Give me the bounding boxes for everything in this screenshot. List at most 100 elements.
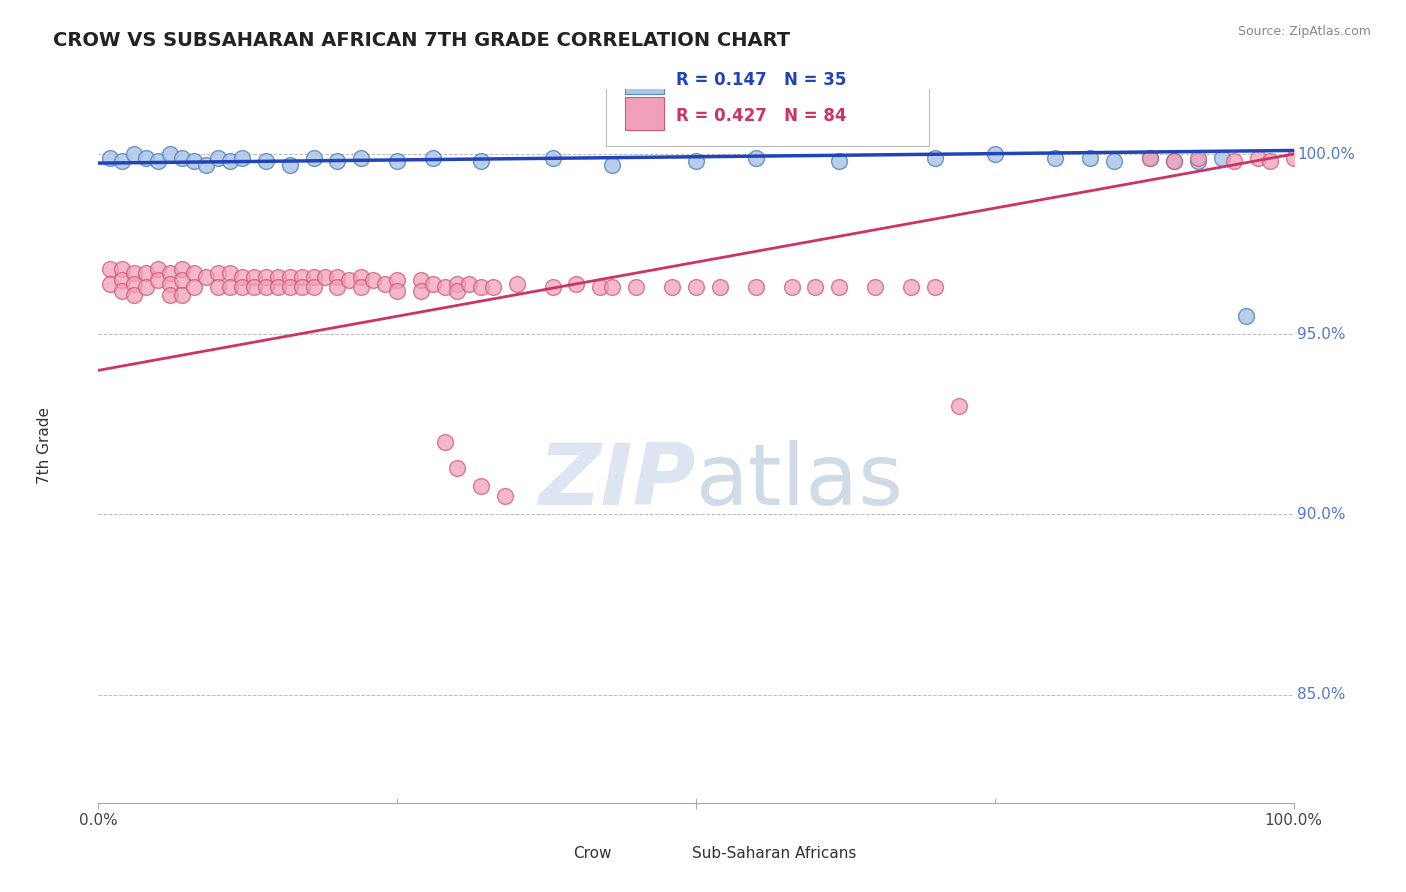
Point bbox=[111, 284, 134, 298]
Point bbox=[98, 262, 122, 277]
Point bbox=[411, 273, 433, 287]
Point bbox=[828, 154, 851, 169]
Point bbox=[207, 266, 229, 280]
Point bbox=[207, 280, 229, 294]
Text: 100.0%: 100.0% bbox=[1298, 146, 1355, 161]
Text: ZIP: ZIP bbox=[538, 440, 696, 524]
Point bbox=[278, 158, 301, 172]
Text: 7th Grade: 7th Grade bbox=[37, 408, 52, 484]
Point bbox=[541, 151, 564, 165]
Point bbox=[278, 269, 301, 284]
Point bbox=[135, 151, 157, 165]
Point bbox=[302, 280, 325, 294]
Point bbox=[709, 280, 731, 294]
Point bbox=[411, 284, 433, 298]
Point bbox=[1247, 151, 1270, 165]
Point bbox=[1163, 154, 1185, 169]
Point bbox=[745, 151, 768, 165]
Point bbox=[148, 262, 170, 277]
Point bbox=[745, 280, 768, 294]
Point bbox=[195, 158, 218, 172]
Point bbox=[865, 280, 887, 294]
Point bbox=[685, 154, 707, 169]
Point bbox=[1104, 154, 1126, 169]
Point bbox=[350, 280, 373, 294]
Point bbox=[434, 435, 457, 450]
Point bbox=[302, 151, 325, 165]
Point bbox=[183, 280, 205, 294]
Point bbox=[302, 269, 325, 284]
Point bbox=[470, 154, 492, 169]
Point bbox=[350, 151, 373, 165]
Point bbox=[385, 273, 409, 287]
Point bbox=[291, 269, 314, 284]
FancyBboxPatch shape bbox=[538, 847, 569, 865]
Point bbox=[1211, 151, 1233, 165]
Point bbox=[446, 460, 468, 475]
Point bbox=[183, 266, 205, 280]
Point bbox=[111, 154, 134, 169]
Text: 95.0%: 95.0% bbox=[1298, 326, 1346, 342]
Point bbox=[135, 266, 157, 280]
Point bbox=[924, 280, 946, 294]
Point bbox=[589, 280, 612, 294]
Text: 85.0%: 85.0% bbox=[1298, 687, 1346, 702]
Point bbox=[207, 151, 229, 165]
Point bbox=[804, 280, 827, 294]
Point bbox=[470, 478, 492, 492]
Point bbox=[446, 277, 468, 291]
Point bbox=[339, 273, 361, 287]
Point bbox=[350, 269, 373, 284]
Point bbox=[254, 154, 277, 169]
Point bbox=[219, 266, 242, 280]
Point bbox=[183, 154, 205, 169]
Point bbox=[159, 266, 181, 280]
Point bbox=[254, 269, 277, 284]
Point bbox=[172, 262, 194, 277]
Point bbox=[481, 280, 505, 294]
Text: Sub-Saharan Africans: Sub-Saharan Africans bbox=[692, 846, 856, 861]
FancyBboxPatch shape bbox=[626, 62, 664, 95]
Point bbox=[124, 147, 146, 161]
Point bbox=[458, 277, 481, 291]
FancyBboxPatch shape bbox=[606, 50, 929, 146]
Point bbox=[326, 269, 349, 284]
Point bbox=[541, 280, 564, 294]
Point bbox=[1043, 151, 1066, 165]
Point bbox=[172, 287, 194, 301]
Point bbox=[828, 280, 851, 294]
Point bbox=[159, 147, 181, 161]
Point bbox=[422, 151, 444, 165]
FancyBboxPatch shape bbox=[626, 97, 664, 130]
Point bbox=[195, 269, 218, 284]
Point bbox=[602, 158, 624, 172]
Point bbox=[385, 284, 409, 298]
Point bbox=[470, 280, 492, 294]
Text: Crow: Crow bbox=[572, 846, 612, 861]
Text: atlas: atlas bbox=[696, 440, 904, 524]
Point bbox=[172, 273, 194, 287]
Point bbox=[948, 400, 970, 414]
Text: 90.0%: 90.0% bbox=[1298, 507, 1346, 522]
Point bbox=[1139, 151, 1161, 165]
Point bbox=[1080, 151, 1102, 165]
Point bbox=[98, 151, 122, 165]
Point bbox=[326, 280, 349, 294]
Point bbox=[602, 280, 624, 294]
Point bbox=[159, 277, 181, 291]
Point bbox=[326, 154, 349, 169]
Point bbox=[924, 151, 946, 165]
Point bbox=[231, 151, 253, 165]
Point bbox=[1282, 151, 1305, 165]
Point bbox=[231, 280, 253, 294]
Point bbox=[1258, 154, 1281, 169]
Point bbox=[148, 273, 170, 287]
Point bbox=[219, 154, 242, 169]
Point bbox=[626, 280, 648, 294]
Point bbox=[1234, 310, 1257, 324]
Point bbox=[278, 280, 301, 294]
Point bbox=[1223, 154, 1246, 169]
Point bbox=[565, 277, 588, 291]
Point bbox=[434, 280, 457, 294]
Point bbox=[506, 277, 529, 291]
